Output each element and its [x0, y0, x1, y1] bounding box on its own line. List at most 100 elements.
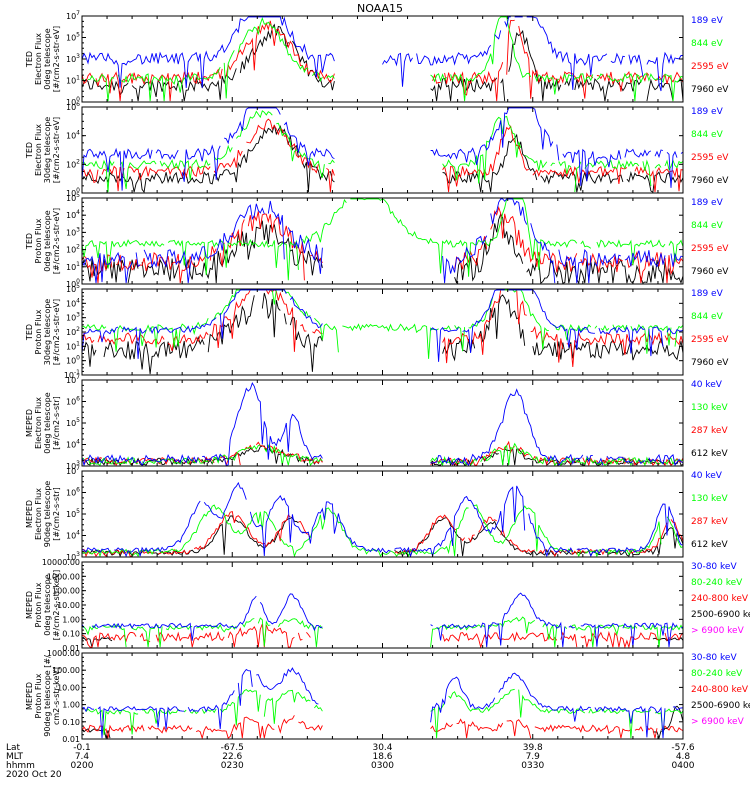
footer-mlt-value: 22.6	[222, 752, 242, 762]
y-axis-label: TED	[25, 51, 34, 68]
y-axis-label: Proton Flux	[34, 309, 43, 354]
legend-label: 80-240 keV	[691, 578, 743, 588]
series-trace-7960-ev	[81, 124, 684, 194]
y-tick-label: 103	[66, 460, 80, 471]
flux-panel-6: MEPED Electron Flux 90deg telescope [#/cm2-…	[25, 465, 728, 562]
series-trace-7960-ev	[81, 23, 684, 102]
y-axis-label: cm2-s-str-keV]	[52, 667, 61, 725]
footer-mlt-value: 18.6	[372, 752, 392, 762]
y-tick-label: 100	[66, 187, 80, 198]
y-tick-label: 101	[66, 75, 80, 86]
y-tick-label: 104	[66, 130, 80, 141]
series-trace-80-240-kev	[82, 616, 684, 648]
y-tick-label: 104	[66, 530, 80, 541]
footer-hhmm-value: 0330	[521, 761, 544, 771]
y-axis-label: Electron Flux	[34, 397, 43, 449]
legend-label: 7960 eV	[691, 85, 729, 95]
y-tick-label: 1000.00	[47, 649, 80, 658]
y-axis-label: 0deg telescope	[43, 28, 52, 89]
y-axis-label: [#/cm2-s-str]	[52, 396, 61, 449]
footer-row-label: MLT	[6, 752, 24, 762]
footer-hhmm-value: 0300	[371, 761, 394, 771]
legend-label: 7960 eV	[691, 267, 729, 277]
y-tick-label: 100	[66, 355, 80, 366]
y-tick-label: 105	[66, 32, 80, 43]
y-tick-label: 1000.00	[47, 572, 80, 581]
legend-label: 7960 eV	[691, 176, 729, 186]
y-axis-label: [#/cm2-s-str-eV]	[52, 117, 61, 183]
legend-label: 612 keV	[691, 449, 728, 459]
legend-label: 2500-6900 keV	[691, 701, 750, 711]
y-tick-label: 105	[66, 417, 80, 428]
y-tick-label: 10-1	[64, 369, 80, 380]
y-axis-label: 0deg telescope	[43, 392, 52, 453]
y-tick-label: 106	[66, 487, 80, 498]
legend-label: 40 keV	[691, 380, 723, 390]
y-tick-label: 10.00	[57, 601, 80, 610]
y-tick-label: 105	[66, 283, 80, 294]
y-axis-label: TED	[25, 233, 34, 250]
panels-group: TED Electron Flux 0deg telescope [#/cm2-s-s…	[25, 10, 750, 744]
series-trace-130-kev	[81, 442, 684, 467]
legend-label: 189 eV	[691, 107, 724, 117]
y-axis-label: MEPED	[25, 682, 34, 710]
y-tick-label: 103	[66, 226, 80, 237]
y-axis-label: Electron Flux	[34, 488, 43, 540]
legend-label: 844 eV	[691, 312, 724, 322]
footer-lat-value: 39.8	[523, 743, 543, 753]
y-tick-label: 1.00	[62, 615, 80, 624]
y-tick-label: 103	[66, 53, 80, 64]
y-axis-label: [#/cm2-s-str-eV]	[52, 26, 61, 92]
series-trace-80-240-kev	[85, 688, 684, 739]
legend-label: 2595 eV	[691, 335, 729, 345]
y-axis-label: 30deg telescope	[43, 299, 52, 366]
series-trace-240-800-kev	[81, 715, 684, 740]
y-axis-label: [#/cm2-s-str-keV]	[52, 570, 61, 641]
y-axis-label: Proton Flux	[34, 582, 43, 627]
y-tick-label: 102	[66, 326, 80, 337]
y-tick-label: 0.01	[62, 644, 80, 653]
legend-label: > 6900 keV	[691, 717, 745, 727]
footer-row-label: Lat	[6, 743, 21, 753]
y-tick-label: 0.10	[62, 718, 80, 727]
legend-label: 287 keV	[691, 426, 728, 436]
legend-label: 2595 eV	[691, 62, 729, 72]
flux-panel-1: TED Electron Flux 0deg telescope [#/cm2-s-s…	[25, 10, 729, 107]
legend-label: 130 keV	[691, 403, 728, 413]
legend-label: 844 eV	[691, 221, 724, 231]
legend-label: 2500-6900 keV	[691, 610, 750, 620]
footer-mlt-value: 4.8	[676, 752, 691, 762]
y-tick-label: 100.00	[52, 587, 80, 596]
flux-panel-2: TED Electron Flux 30deg telescope [#/cm2-s-…	[25, 101, 729, 198]
flux-panel-3: TED Proton Flux 0deg telescope [#/cm2-s-str…	[25, 192, 729, 289]
y-axis-label: Electron Flux	[34, 33, 43, 85]
y-tick-label: 101	[66, 340, 80, 351]
y-tick-label: 100.00	[52, 666, 80, 675]
legend-label: 844 eV	[691, 130, 724, 140]
y-tick-label: 106	[66, 396, 80, 407]
y-tick-label: 0.10	[62, 630, 80, 639]
series-trace-2500-6900-kev	[81, 705, 684, 740]
y-tick-label: 102	[66, 158, 80, 169]
legend-label: 2595 eV	[691, 244, 729, 254]
y-tick-label: 1.00	[62, 701, 80, 710]
series-trace-7960-ev	[81, 212, 684, 285]
y-axis-label: [#/cm2-s-str-eV]	[52, 299, 61, 365]
y-tick-label: 107	[66, 374, 80, 385]
footer-hhmm-value: 0400	[672, 761, 695, 771]
y-tick-label: 105	[66, 508, 80, 519]
y-tick-label: 107	[66, 10, 80, 21]
legend-label: 287 keV	[691, 517, 728, 527]
series-trace-30-80-kev	[81, 592, 684, 648]
flux-panel-7: MEPED Proton Flux 0deg telescope [#/cm2-s-s…	[25, 558, 750, 653]
flux-panel-5: MEPED Electron Flux 0deg telescope [#/cm2-s…	[25, 374, 728, 471]
y-tick-label: 103	[66, 551, 80, 562]
footer-hhmm-value: 0200	[71, 761, 94, 771]
y-axis-label: 90deg telescope	[43, 481, 52, 548]
legend-label: 40 keV	[691, 471, 723, 481]
legend-label: 7960 eV	[691, 358, 729, 368]
legend-label: 240-800 keV	[691, 685, 749, 695]
y-axis-label: 0deg telescope	[43, 210, 52, 271]
